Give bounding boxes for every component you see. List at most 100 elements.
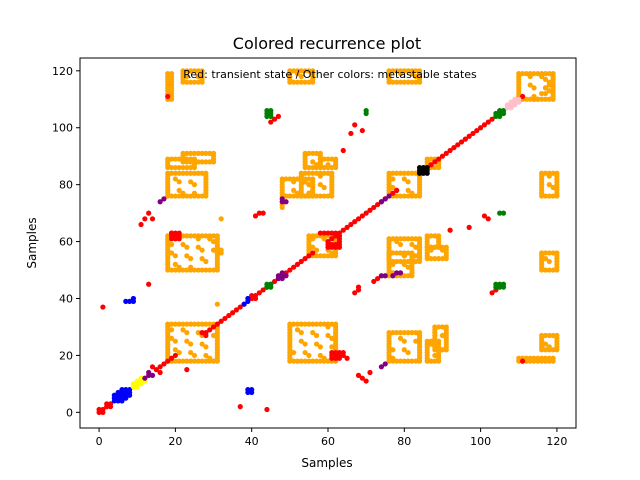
- point-orange: [405, 250, 411, 256]
- point-orange: [413, 193, 419, 199]
- point-transient: [333, 230, 339, 236]
- point-orange: [310, 330, 316, 336]
- point-orange: [413, 330, 419, 336]
- x-tick-label: 40: [245, 435, 259, 448]
- point-orange: [554, 332, 560, 339]
- point-orange: [199, 358, 205, 364]
- point-orange: [317, 253, 323, 259]
- point-orange: [542, 71, 549, 77]
- point-orange: [287, 321, 293, 327]
- point-orange: [394, 79, 400, 85]
- point-orange: [390, 236, 396, 242]
- point-orange: [405, 330, 411, 336]
- point-orange: [184, 68, 190, 74]
- x-tick-label: 0: [96, 435, 103, 448]
- point-orange: [542, 256, 549, 262]
- point-transient: [287, 267, 293, 273]
- point-orange: [428, 256, 434, 262]
- point-orange: [405, 170, 411, 176]
- point-transient: [336, 233, 343, 239]
- point-orange: [310, 164, 316, 171]
- point-transient: [355, 216, 362, 222]
- point-transient: [222, 315, 228, 322]
- point-orange: [546, 182, 552, 188]
- point-orange: [279, 176, 285, 182]
- point-transient: [329, 230, 335, 236]
- point-orange: [390, 330, 396, 336]
- point-purple: [161, 196, 167, 202]
- point-orange: [188, 349, 194, 356]
- point-orange: [298, 79, 304, 85]
- point-transient: [367, 369, 373, 376]
- point-transient: [439, 153, 446, 159]
- point-orange: [439, 347, 446, 353]
- point-transient: [519, 93, 526, 100]
- point-orange: [542, 85, 549, 91]
- point-orange: [203, 258, 209, 265]
- point-orange: [176, 156, 182, 162]
- point-orange: [188, 341, 194, 347]
- point-orange: [188, 233, 194, 239]
- point-orange: [413, 73, 419, 80]
- point-orange: [397, 258, 404, 265]
- point-orange: [546, 193, 552, 199]
- point-orange: [310, 321, 316, 327]
- point-orange: [401, 358, 407, 364]
- point-orange: [313, 341, 320, 347]
- point-transient: [184, 367, 190, 373]
- point-orange: [203, 233, 209, 239]
- point-orange: [199, 321, 205, 327]
- point-orange: [184, 267, 190, 273]
- point-orange: [210, 150, 217, 156]
- point-orange: [386, 170, 392, 176]
- point-orange: [550, 355, 556, 361]
- point-transient: [146, 281, 152, 287]
- point-transient: [310, 250, 316, 256]
- point-orange: [283, 176, 289, 182]
- point-transient: [359, 213, 365, 219]
- point-orange: [172, 253, 178, 259]
- point-orange: [424, 156, 430, 162]
- point-orange: [329, 164, 335, 171]
- point-orange: [401, 330, 407, 336]
- point-transient: [371, 204, 377, 211]
- point-transient: [107, 404, 114, 410]
- point-transient: [489, 290, 495, 296]
- point-orange: [405, 273, 411, 279]
- point-orange: [313, 193, 320, 199]
- point-orange: [390, 347, 396, 353]
- point-orange: [550, 193, 556, 199]
- point-transient: [355, 372, 362, 378]
- point-blue: [130, 295, 137, 302]
- point-orange: [317, 321, 323, 327]
- point-orange: [176, 164, 182, 171]
- point-orange: [172, 358, 178, 364]
- point-transient: [100, 304, 106, 310]
- point-orange: [287, 68, 293, 74]
- point-orange: [546, 344, 552, 350]
- point-transient: [363, 210, 369, 216]
- point-orange: [302, 176, 308, 182]
- points-layer: [96, 68, 560, 415]
- point-orange: [390, 68, 396, 74]
- x-tick-label: 20: [168, 435, 182, 448]
- point-orange: [184, 164, 190, 171]
- point-orange: [172, 193, 178, 199]
- point-transient: [375, 275, 381, 282]
- point-orange: [409, 170, 415, 176]
- point-orange: [294, 176, 301, 182]
- point-orange: [313, 150, 320, 156]
- x-tick-label: 100: [470, 435, 491, 448]
- point-orange: [180, 267, 186, 273]
- chart-annotation: Red: transient state / Other colors: met…: [183, 68, 477, 81]
- point-orange: [325, 193, 331, 199]
- point-transient: [291, 264, 297, 270]
- point-transient: [172, 352, 178, 359]
- point-orange: [394, 193, 400, 199]
- point-orange: [184, 193, 190, 199]
- point-orange: [397, 335, 404, 341]
- point-transient: [218, 318, 224, 324]
- point-transient: [489, 116, 495, 122]
- point-orange: [165, 233, 171, 239]
- point-orange: [527, 82, 533, 88]
